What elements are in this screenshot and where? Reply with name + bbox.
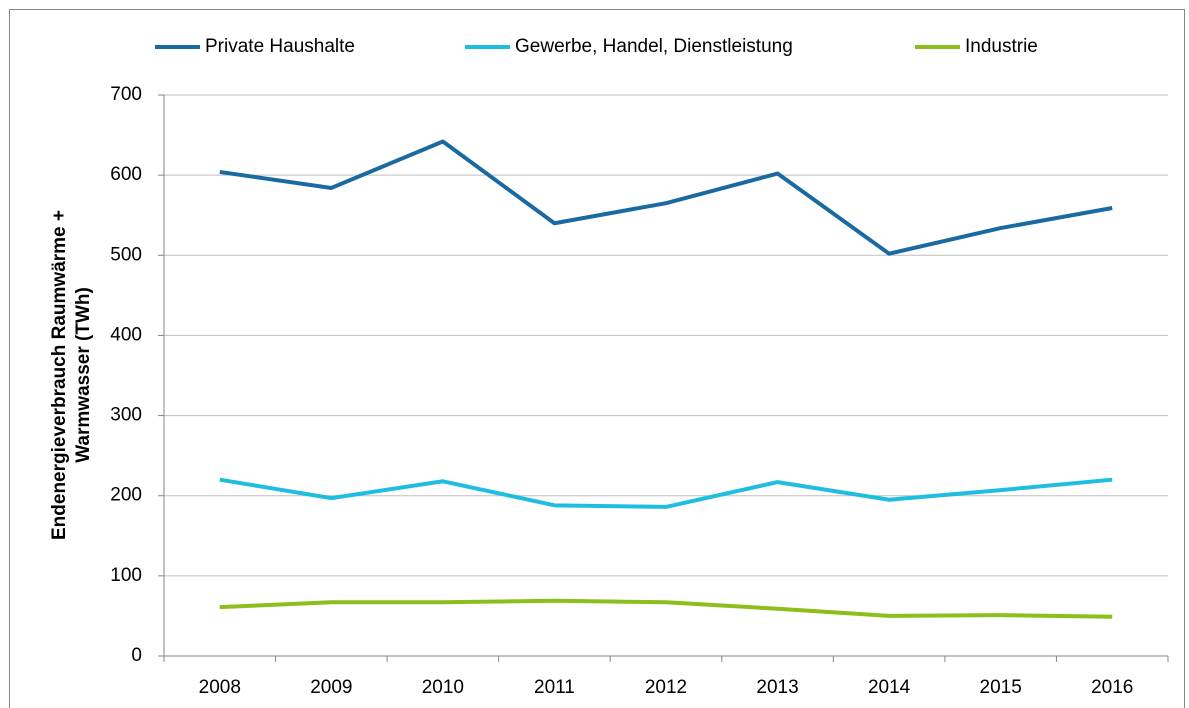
x-tick-label: 2011	[534, 677, 575, 698]
y-tick-label: 0	[131, 645, 142, 666]
y-tick-label: 500	[110, 244, 142, 265]
legend-label: Private Haushalte	[205, 36, 355, 57]
line-series	[219, 598, 1113, 619]
line-series	[219, 477, 1113, 509]
x-tick-label: 2013	[756, 677, 798, 698]
legend-label: Gewerbe, Handel, Dienstleistung	[515, 36, 793, 57]
y-tick-label: 300	[110, 405, 142, 426]
y-axis-label: Endenergieverbrauch Raumwärme +	[49, 210, 70, 540]
x-tick-label: 2014	[868, 677, 911, 698]
x-tick-label: 2016	[1091, 677, 1133, 698]
y-tick-label: 400	[110, 324, 142, 345]
y-tick-label: 100	[110, 565, 142, 586]
x-tick-label: 2015	[980, 677, 1022, 698]
x-tick-label: 2008	[199, 677, 241, 698]
x-tick-label: 2012	[645, 677, 687, 698]
y-tick-label: 600	[110, 164, 142, 185]
legend-label: Industrie	[965, 36, 1038, 57]
chart-frame	[9, 9, 1185, 708]
line-series	[219, 139, 1113, 256]
x-tick-label: 2009	[310, 677, 352, 698]
x-tick-label: 2010	[422, 677, 464, 698]
y-tick-label: 200	[110, 485, 142, 506]
y-tick-label: 700	[110, 84, 142, 105]
y-axis-label: Warmwasser (TWh)	[73, 287, 94, 463]
